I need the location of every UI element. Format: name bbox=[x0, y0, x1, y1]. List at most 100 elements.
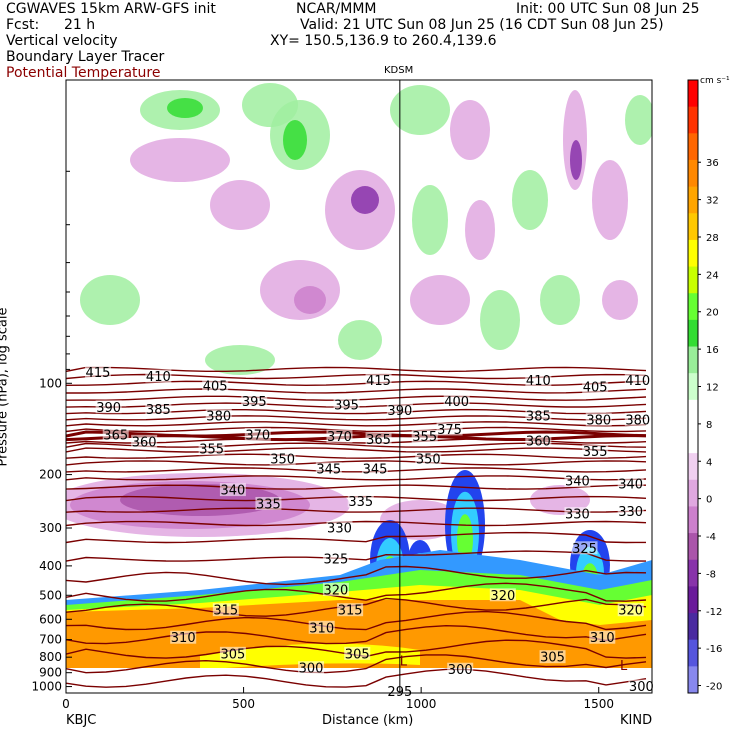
colorbar-swatch bbox=[688, 613, 698, 641]
theta-label-bg bbox=[315, 462, 342, 476]
theta-label: 370 bbox=[245, 428, 270, 443]
field-vertical-velocity: Vertical velocity bbox=[6, 33, 118, 49]
y-tick-label: 500 bbox=[39, 588, 62, 602]
field-blob bbox=[410, 275, 470, 325]
field-blob bbox=[80, 275, 140, 325]
colorbar-tick-label: 32 bbox=[706, 196, 719, 207]
theta-label-bg bbox=[170, 630, 197, 644]
theta-label: 300 bbox=[629, 680, 654, 695]
y-tick-label: 300 bbox=[39, 521, 62, 535]
colorbar-swatch bbox=[688, 106, 698, 134]
colorbar-tick-label: -12 bbox=[706, 607, 722, 618]
theta-label: 405 bbox=[583, 381, 608, 396]
colorbar-swatch bbox=[688, 213, 698, 241]
theta-label: 310 bbox=[309, 621, 334, 636]
theta-label-bg bbox=[84, 365, 111, 379]
theta-label-bg bbox=[131, 434, 158, 448]
theta-label-bg bbox=[145, 369, 172, 383]
colorbar-tick-label: 0 bbox=[706, 495, 712, 506]
field-potential-temperature: Potential Temperature bbox=[6, 65, 161, 81]
theta-label: 375 bbox=[437, 423, 462, 438]
theta-label: 415 bbox=[86, 366, 111, 381]
theta-line bbox=[66, 654, 647, 674]
theta-label: 360 bbox=[132, 435, 157, 450]
theta-line bbox=[66, 610, 647, 631]
theta-label-bg bbox=[241, 394, 268, 408]
y-axis-title: Pressure (hPa), log scale bbox=[0, 307, 11, 467]
field-blob bbox=[294, 286, 326, 314]
theta-label-bg bbox=[95, 400, 122, 414]
theta-label: 380 bbox=[586, 413, 611, 428]
station-right-label: KIND bbox=[620, 713, 653, 728]
theta-label-bg bbox=[617, 504, 644, 518]
theta-label: 395 bbox=[242, 395, 267, 410]
theta-label: 310 bbox=[590, 631, 615, 646]
theta-label-bg bbox=[205, 408, 232, 422]
station-mid-label: KDSM bbox=[384, 65, 414, 76]
theta-label: 315 bbox=[338, 604, 363, 619]
y-tick-label: 900 bbox=[39, 666, 62, 680]
theta-line bbox=[66, 484, 646, 490]
colorbar-tick-label: 12 bbox=[706, 383, 719, 394]
theta-label-bg bbox=[347, 494, 374, 508]
theta-line bbox=[66, 447, 647, 453]
theta-label: 380 bbox=[206, 409, 231, 424]
theta-label-bg bbox=[326, 520, 353, 534]
field-blob bbox=[283, 120, 307, 160]
colorbar-swatch bbox=[688, 399, 698, 427]
theta-label-bg bbox=[564, 474, 591, 488]
y-tick-label: 700 bbox=[39, 633, 62, 647]
theta-label-bg bbox=[344, 646, 371, 660]
colorbar-tick-label: -4 bbox=[706, 532, 716, 543]
theta-label: 325 bbox=[324, 553, 349, 568]
colorbar-tick-label: 20 bbox=[706, 308, 719, 319]
theta-label-bg bbox=[326, 429, 353, 443]
theta-label-bg bbox=[617, 603, 644, 617]
theta-line bbox=[66, 550, 647, 562]
forecast-label: Fcst: bbox=[6, 17, 40, 33]
field-blob bbox=[167, 98, 203, 118]
theta-label-bg bbox=[102, 427, 129, 441]
cross-section-coords: XY= 150.5,136.9 to 260.4,139.6 bbox=[270, 33, 497, 49]
theta-line bbox=[66, 453, 647, 459]
field-blob bbox=[570, 140, 582, 180]
colorbar-swatch bbox=[688, 666, 698, 694]
theta-label: 410 bbox=[526, 374, 551, 389]
colorbar-swatch bbox=[688, 239, 698, 268]
field-blob bbox=[450, 100, 490, 160]
colorbar-tick-label: -16 bbox=[706, 644, 722, 655]
field-blob bbox=[130, 138, 230, 182]
colorbar-tick-label: 4 bbox=[706, 457, 712, 468]
colorbar-tick-label: 24 bbox=[706, 270, 719, 281]
theta-label: 335 bbox=[348, 495, 373, 510]
theta-line bbox=[66, 426, 647, 433]
colorbar-swatch bbox=[688, 559, 698, 587]
theta-line bbox=[66, 421, 647, 427]
theta-label: 330 bbox=[327, 521, 352, 536]
low-marker: L bbox=[620, 659, 628, 674]
theta-label: 340 bbox=[565, 475, 590, 490]
theta-label-bg bbox=[361, 462, 388, 476]
theta-label-bg bbox=[525, 408, 552, 422]
field-boundary-layer-tracer: Boundary Layer Tracer bbox=[6, 49, 165, 65]
theta-label: 365 bbox=[366, 433, 391, 448]
colorbar-swatch bbox=[688, 80, 698, 108]
theta-label: 330 bbox=[565, 508, 590, 523]
x-axis-title: Distance (km) bbox=[322, 713, 414, 728]
theta-line bbox=[66, 668, 647, 688]
theta-label: 300 bbox=[448, 663, 473, 678]
theta-label: 310 bbox=[171, 631, 196, 646]
theta-label: 410 bbox=[146, 370, 171, 385]
theta-label: 385 bbox=[526, 409, 551, 424]
theta-label-bg bbox=[365, 373, 392, 387]
theta-label-bg bbox=[269, 452, 296, 466]
theta-label-bg bbox=[198, 442, 225, 456]
x-tick-label: 0 bbox=[62, 697, 70, 711]
theta-label-bg bbox=[571, 541, 598, 555]
theta-label: 340 bbox=[618, 478, 643, 493]
colorbar-swatch bbox=[688, 426, 698, 454]
theta-label-bg bbox=[415, 452, 442, 466]
theta-line bbox=[66, 565, 647, 586]
